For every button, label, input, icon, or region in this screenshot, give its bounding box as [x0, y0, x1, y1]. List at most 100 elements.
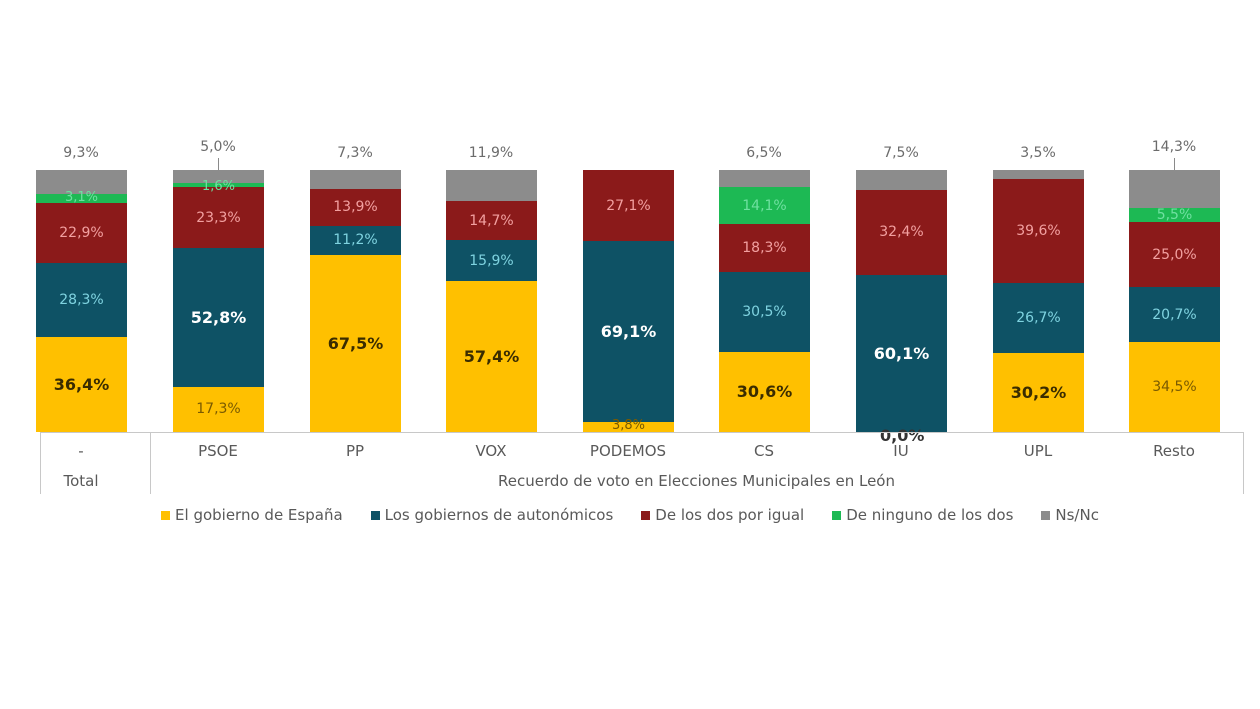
axis-divider-left [40, 432, 41, 494]
category-label-podemos: PODEMOS [589, 442, 667, 460]
bar-segment: 30,2% [993, 352, 1084, 432]
bar-segment: 52,8% [173, 248, 264, 387]
bar-segment [36, 170, 127, 195]
bar-cs: 30,6% 30,5% 18,3% 14,1% [719, 170, 810, 432]
data-label: 20,7% [1152, 306, 1197, 323]
data-label: 11,2% [333, 232, 378, 249]
bar-segment: 22,9% [36, 202, 127, 263]
legend: El gobierno de España Los gobiernos de a… [0, 506, 1260, 524]
total-sublabel: - [78, 442, 84, 460]
bar-segment: 14,7% [446, 201, 537, 240]
bar-segment: 57,4% [446, 281, 537, 432]
data-label: 60,1% [873, 343, 930, 363]
bar-segment: 36,4% [36, 336, 127, 432]
bar-segment: 13,9% [310, 189, 401, 226]
bar-resto: 34,5% 20,7% 25,0% 5,5% [1129, 170, 1220, 432]
data-label: 15,9% [469, 252, 514, 269]
bar-pp: 67,5% 11,2% 13,9% [310, 170, 401, 432]
data-label: 26,7% [1016, 309, 1061, 326]
bar-segment: 15,9% [446, 239, 537, 282]
nsnc-label-vox: 11,9% [468, 145, 514, 161]
legend-swatch-nsnc [1041, 510, 1051, 520]
legend-label: Los gobiernos de autonómicos [384, 506, 614, 524]
data-label: 57,4% [463, 347, 520, 367]
bar-segment: 67,5% [310, 254, 401, 432]
legend-swatch-autonomicos [370, 510, 380, 520]
bar-total: 36,4% 28,3% 22,9% 3,1% [36, 170, 127, 432]
leader-line [1174, 158, 1175, 170]
legend-item-ambos: De los dos por igual [641, 506, 804, 524]
bar-segment: 34,5% [1129, 341, 1220, 432]
category-label-iu: IU [893, 442, 909, 460]
total-label: Total [63, 472, 99, 490]
legend-label: El gobierno de España [175, 506, 343, 524]
category-label-resto: Resto [1153, 442, 1195, 460]
category-axis [40, 432, 1244, 495]
nsnc-label-cs: 6,5% [746, 145, 782, 161]
data-label: 52,8% [190, 308, 247, 328]
data-label: 34,5% [1152, 378, 1197, 395]
nsnc-label-total: 9,3% [63, 145, 99, 161]
bar-upl: 30,2% 26,7% 39,6% [993, 170, 1084, 432]
leader-line [218, 158, 219, 170]
nsnc-label-resto: 14,3% [1151, 139, 1197, 155]
data-label: 14,7% [469, 212, 514, 229]
bar-segment [173, 170, 264, 184]
data-label: 17,3% [196, 401, 241, 418]
data-label: 5,5% [1156, 206, 1193, 223]
legend-label: De los dos por igual [655, 506, 805, 524]
bar-segment: 30,6% [719, 351, 810, 432]
nsnc-label-iu: 7,5% [883, 145, 919, 161]
bar-segment: 32,4% [856, 189, 947, 275]
category-label-upl: UPL [1023, 442, 1053, 460]
axis-divider-total [150, 432, 151, 494]
nsnc-label-pp: 7,3% [337, 145, 373, 161]
bar-segment: 14,1% [719, 187, 810, 224]
legend-swatch-ambos [641, 510, 651, 520]
data-label: 32,4% [879, 224, 924, 241]
data-label: 13,9% [333, 199, 378, 216]
legend-swatch-espana [161, 510, 171, 520]
legend-item-ninguno: De ninguno de los dos [832, 506, 1013, 524]
data-label: 14,1% [742, 197, 787, 214]
bar-segment: 60,1% [856, 274, 947, 432]
data-label: 30,6% [736, 382, 793, 402]
bar-segment: 26,7% [993, 282, 1084, 353]
data-label: 22,9% [59, 224, 104, 241]
bar-segment: 3,8% [583, 418, 674, 433]
bar-segment: 11,2% [310, 225, 401, 255]
legend-item-nsnc: Ns/Nc [1041, 506, 1099, 524]
group-axis-title: Recuerdo de voto en Elecciones Municipal… [497, 472, 895, 490]
nsnc-label-psoe: 5,0% [200, 139, 236, 155]
category-label-pp: PP [345, 442, 365, 460]
data-label: 36,4% [53, 374, 110, 394]
data-label: 3,1% [64, 190, 99, 206]
legend-item-espana: El gobierno de España [161, 506, 343, 524]
data-label: 3,8% [611, 418, 646, 434]
bar-segment: 1,6% [173, 179, 264, 194]
data-label: 39,6% [1016, 223, 1061, 240]
legend-label: Ns/Nc [1055, 506, 1099, 524]
nsnc-label-upl: 3,5% [1020, 145, 1056, 161]
category-label-psoe: PSOE [198, 442, 238, 460]
legend-item-autonomicos: Los gobiernos de autonómicos [370, 506, 614, 524]
bar-segment: 28,3% [36, 262, 127, 337]
bar-segment: 39,6% [993, 179, 1084, 283]
data-label: 27,1% [606, 197, 651, 214]
data-label: 18,3% [742, 239, 787, 256]
data-label: 28,3% [59, 291, 104, 308]
category-label-vox: VOX [475, 442, 507, 460]
data-label: 67,5% [327, 333, 384, 353]
data-label: 30,2% [1010, 382, 1067, 402]
data-label: 25,0% [1152, 246, 1197, 263]
bar-segment: 23,3% [173, 187, 264, 249]
bar-iu: 60,1% 32,4% [856, 170, 947, 432]
zero-value-label: 0,0% [880, 426, 925, 445]
bar-segment [993, 170, 1084, 180]
data-label: 30,5% [742, 303, 787, 320]
legend-label: De ninguno de los dos [846, 506, 1014, 524]
bar-segment: 69,1% [583, 241, 674, 423]
bar-segment: 27,1% [583, 170, 674, 242]
bar-segment [446, 170, 537, 202]
